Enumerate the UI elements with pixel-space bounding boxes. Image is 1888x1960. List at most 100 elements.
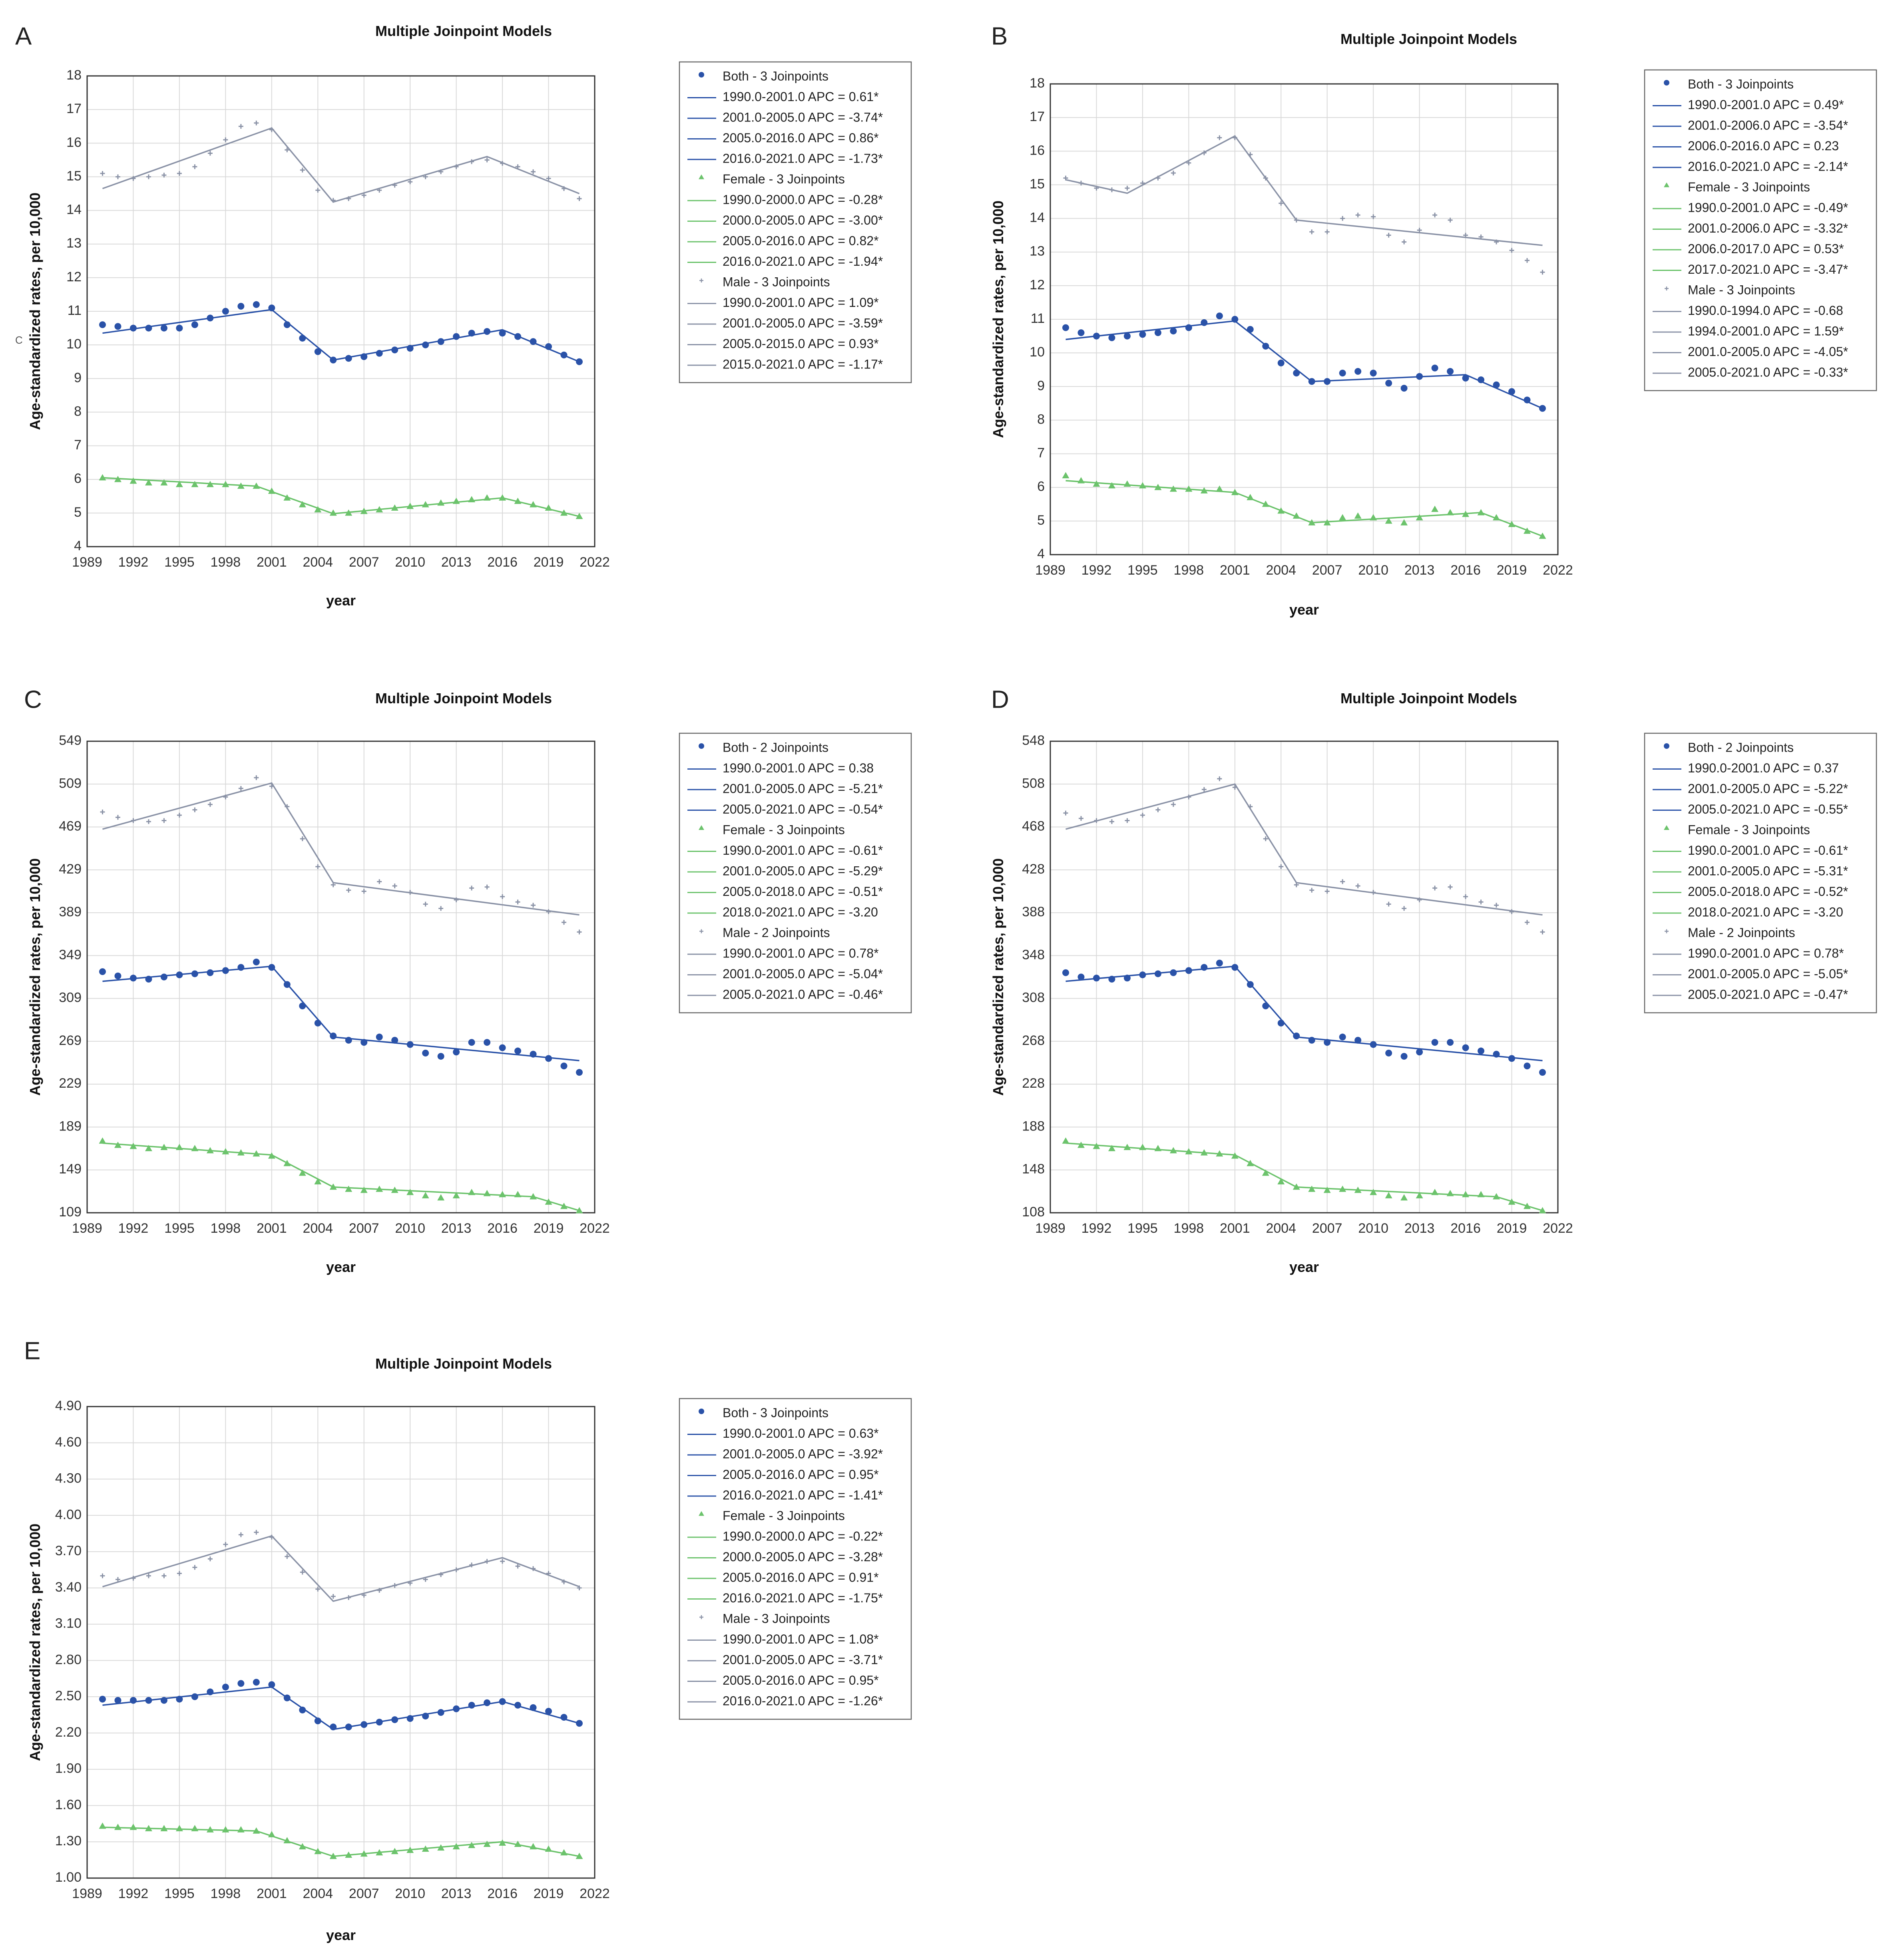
joinpoint-fit-line <box>1065 320 1543 409</box>
data-point <box>1231 1152 1239 1159</box>
legend-marker <box>699 1511 704 1516</box>
data-point <box>377 1588 382 1593</box>
data-point <box>1416 514 1423 521</box>
data-point <box>1309 229 1314 235</box>
legend-segment-label: 2001.0-2005.0 APC = -3.92* <box>723 1447 883 1461</box>
data-point <box>1108 975 1115 983</box>
x-tick-label: 2019 <box>1497 1221 1527 1236</box>
panel-letter: D <box>991 686 1009 713</box>
data-point <box>145 1145 152 1151</box>
legend-segment-label: 2005.0-2016.0 APC = 0.95* <box>723 1467 879 1482</box>
data-point <box>360 1039 368 1046</box>
legend: Both - 2 Joinpoints 1990.0-2001.0 APC = 0… <box>1644 732 1877 1013</box>
legend-segment-label: 2001.0-2005.0 APC = -4.05* <box>1688 344 1848 359</box>
data-point <box>1509 248 1514 253</box>
y-tick-label: 548 <box>1022 733 1045 748</box>
legend-segment-label: 2005.0-2018.0 APC = -0.51* <box>723 884 883 899</box>
data-point <box>253 301 260 308</box>
x-tick-label: 1995 <box>1127 1221 1158 1236</box>
y-tick-label: 3.70 <box>55 1543 82 1558</box>
x-tick-label: 1995 <box>164 1221 195 1236</box>
data-point <box>422 501 429 507</box>
panel-letter: C <box>24 686 42 713</box>
legend-segment-label: 1994.0-2001.0 APC = 1.59* <box>1688 324 1844 338</box>
legend-segment-label: 2001.0-2005.0 APC = -5.31* <box>1688 864 1848 878</box>
data-point <box>1339 1033 1346 1041</box>
data-point <box>268 964 275 971</box>
data-point <box>1324 378 1331 385</box>
legend: Both - 3 Joinpoints 1990.0-2001.0 APC = 0… <box>1644 69 1877 391</box>
data-point <box>1186 160 1191 165</box>
data-point <box>1155 807 1161 812</box>
legend-segment-label: 1990.0-2001.0 APC = 0.61* <box>723 90 879 104</box>
data-point <box>191 970 198 977</box>
series-both <box>99 958 583 1076</box>
data-point <box>100 1573 105 1578</box>
data-point <box>115 174 120 179</box>
data-point <box>1140 181 1145 186</box>
legend-segment-label: 2015.0-2021.0 APC = -1.17* <box>723 357 883 371</box>
data-point <box>300 167 305 173</box>
legend-series-label: Male - 3 Joinpoints <box>723 1611 830 1626</box>
y-tick-label: 4 <box>1037 546 1045 561</box>
y-tick-label: 5 <box>74 505 82 520</box>
data-point <box>1494 903 1499 908</box>
legend-segment-label: 2016.0-2021.0 APC = -1.75* <box>723 1591 883 1605</box>
data-point <box>1063 175 1068 181</box>
data-point <box>1525 258 1530 263</box>
legend-segment-label: 2018.0-2021.0 APC = -3.20 <box>723 905 878 919</box>
data-point <box>1093 975 1100 982</box>
data-point <box>531 1566 536 1571</box>
data-point <box>1493 1051 1500 1058</box>
data-point <box>376 1033 383 1041</box>
data-point <box>1217 776 1222 781</box>
data-point <box>560 1714 568 1721</box>
y-tick-label: 469 <box>59 819 82 834</box>
data-point <box>530 1704 537 1711</box>
y-tick-label: 8 <box>1037 412 1045 427</box>
data-point <box>129 1142 137 1149</box>
y-tick-label: 13 <box>1030 244 1045 259</box>
y-tick-label: 11 <box>1031 311 1045 326</box>
data-point <box>452 497 460 504</box>
legend-segment-label: 2005.0-2018.0 APC = -0.52* <box>1688 884 1848 899</box>
data-point <box>268 488 275 494</box>
legend-box <box>679 1398 912 1720</box>
series-both <box>1062 312 1546 412</box>
data-point <box>1323 1186 1331 1193</box>
data-point <box>531 169 536 174</box>
data-point <box>1508 521 1516 527</box>
data-point <box>499 1698 506 1705</box>
data-point <box>300 836 305 842</box>
data-point <box>1171 802 1176 807</box>
data-point <box>1123 1144 1131 1150</box>
data-point <box>1093 332 1100 340</box>
plot-frame <box>1050 740 1559 1214</box>
data-point <box>514 1701 522 1709</box>
data-point <box>391 1186 398 1193</box>
data-point <box>500 894 505 899</box>
data-point <box>1201 964 1208 971</box>
data-point <box>360 1850 368 1857</box>
data-point <box>283 1694 291 1701</box>
y-axis-label: Age-standardized rates, per 10,000 <box>27 193 43 430</box>
data-point <box>285 804 290 809</box>
data-point <box>1354 1037 1362 1044</box>
legend-segment-label: 1990.0-2001.0 APC = 1.08* <box>723 1632 879 1646</box>
y-tick-label: 6 <box>74 471 82 486</box>
x-tick-label: 2007 <box>349 1886 379 1901</box>
y-tick-label: 2.80 <box>55 1652 82 1667</box>
data-point <box>1062 969 1069 976</box>
data-point <box>562 920 567 925</box>
chart-title: Multiple Joinpoint Models <box>1340 690 1517 706</box>
data-point <box>1508 1198 1516 1205</box>
data-point <box>314 1848 322 1855</box>
data-point <box>176 1695 183 1703</box>
data-point <box>330 356 337 364</box>
y-tick-label: 4.90 <box>55 1398 82 1413</box>
data-point <box>1262 1002 1269 1009</box>
data-point <box>360 1186 368 1193</box>
data-point <box>1169 485 1177 492</box>
data-point <box>1508 1055 1516 1062</box>
